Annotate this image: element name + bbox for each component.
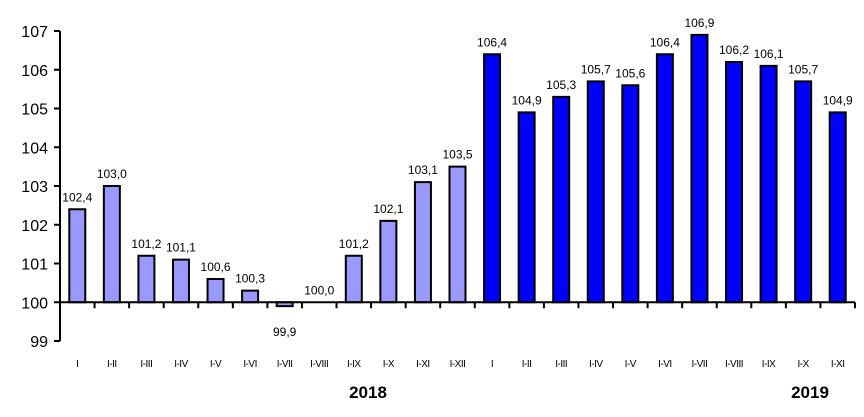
bar: [68, 208, 87, 304]
x-tick-label: I-X: [798, 359, 810, 370]
x-tick-label: I-V: [625, 359, 637, 370]
x-tick-label: I-IV: [589, 359, 603, 370]
data-label: 101,1: [166, 241, 196, 255]
data-label: 99,9: [273, 325, 297, 339]
y-tick-label: 100: [21, 295, 48, 312]
x-tick-label: I-IX: [762, 359, 776, 370]
data-label: 106,9: [684, 16, 714, 30]
year-label: 2018: [349, 383, 387, 402]
bar: [725, 61, 744, 304]
data-label: 104,9: [512, 93, 542, 107]
bar: [794, 80, 813, 304]
data-label: 105,7: [788, 62, 818, 76]
bar: [621, 84, 640, 304]
x-tick-label: I-XII: [450, 359, 466, 370]
data-label: 101,2: [131, 237, 161, 251]
bar: [137, 254, 156, 304]
x-tick-label: I-II: [107, 359, 117, 370]
data-label: 103,1: [408, 163, 438, 177]
data-label: 106,4: [477, 35, 507, 49]
year-label: 2019: [791, 383, 829, 402]
data-label: 106,1: [754, 47, 784, 61]
data-label: 105,3: [546, 78, 576, 92]
x-tick-label: I-III: [140, 359, 152, 370]
bar: [517, 111, 536, 304]
bar: [828, 111, 847, 304]
bar: [413, 181, 432, 304]
bar: [759, 64, 778, 304]
x-tick-label: I: [76, 359, 78, 370]
x-tick-label: I: [491, 359, 493, 370]
bar: [171, 258, 190, 304]
bar: [102, 185, 121, 304]
x-tick-label: I-XI: [416, 359, 430, 370]
data-label: 102,4: [62, 190, 92, 204]
x-tick-label: I-VII: [692, 359, 708, 370]
bar: [241, 289, 260, 304]
x-tick-label: I-III: [555, 359, 567, 370]
data-label: 100,3: [235, 272, 265, 286]
y-tick-label: 105: [21, 102, 48, 119]
data-label: 100,6: [201, 260, 231, 274]
bar: [552, 95, 571, 304]
data-label: 105,7: [581, 62, 611, 76]
y-tick-label: 103: [21, 179, 48, 196]
data-label: 106,2: [719, 43, 749, 57]
x-tick-label: I-X: [383, 359, 395, 370]
data-label: 102,1: [373, 202, 403, 216]
x-tick-label: I-VI: [658, 359, 672, 370]
bar: [379, 219, 398, 304]
bar: [586, 80, 605, 304]
bar: [344, 254, 363, 304]
bar: [483, 53, 502, 304]
y-tick-label: 106: [21, 63, 48, 80]
x-tick-label: I-VI: [243, 359, 257, 370]
bar: [655, 53, 674, 304]
y-tick-label: 102: [21, 218, 48, 235]
data-label: 100,0: [304, 283, 334, 297]
bar: [448, 165, 467, 304]
y-tick-label: 101: [21, 257, 48, 274]
data-label: 104,9: [823, 93, 853, 107]
y-tick-label: 99: [30, 334, 48, 351]
y-tick-label: 104: [21, 140, 48, 157]
x-tick-label: I-IX: [347, 359, 361, 370]
x-tick-label: I-VIII: [310, 359, 328, 370]
x-tick-label: I-VIII: [725, 359, 743, 370]
x-tick-label: I-IV: [174, 359, 188, 370]
data-label: 103,5: [442, 148, 472, 162]
data-label: 106,4: [650, 35, 680, 49]
x-tick-label: I-V: [210, 359, 222, 370]
bar: [206, 278, 225, 304]
x-tick-label: I-XI: [831, 359, 845, 370]
x-tick-label: I-II: [522, 359, 532, 370]
data-label: 101,2: [339, 237, 369, 251]
data-label: 105,6: [615, 66, 645, 80]
y-tick-label: 107: [21, 24, 48, 41]
data-label: 103,0: [97, 167, 127, 181]
x-tick-label: I-VII: [277, 359, 293, 370]
bar: [690, 33, 709, 304]
